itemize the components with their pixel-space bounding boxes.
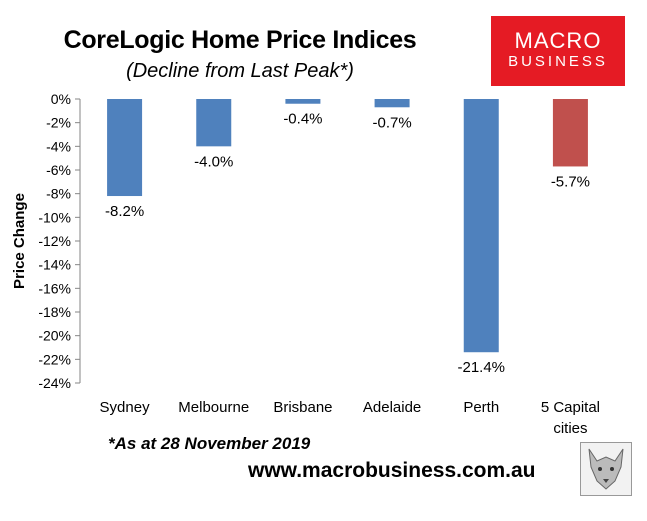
y-tick-label: -20% [38,328,71,344]
website-url: www.macrobusiness.com.au [248,459,536,482]
y-tick-label: 0% [51,91,71,107]
y-tick-label: -14% [38,257,71,273]
category-label: Perth [463,399,499,416]
bar [196,99,232,147]
y-tick-label: -22% [38,351,71,367]
y-tick-label: -6% [46,162,71,178]
y-tick-label: -16% [38,280,71,296]
bar [285,99,321,104]
y-tick-label: -8% [46,186,71,202]
data-label: -8.2% [105,203,144,220]
data-label: -0.4% [283,111,322,128]
y-tick-label: -4% [46,138,71,154]
logo-line-2: BUSINESS [508,53,608,70]
category-label: Adelaide [363,399,421,416]
macrobusiness-logo: MACRO BUSINESS [491,16,625,86]
bar [107,99,143,197]
footnote: *As at 28 November 2019 [108,434,311,453]
category-label: 5 Capital [541,399,600,416]
logo-line-1: MACRO [514,28,602,53]
category-label: Melbourne [178,399,249,416]
data-label: -21.4% [457,359,505,376]
y-tick-label: -18% [38,304,71,320]
y-tick-label: -12% [38,233,71,249]
category-label: Brisbane [273,399,332,416]
data-label: -0.7% [372,114,411,131]
y-tick-label: -10% [38,209,71,225]
y-tick-label: -24% [38,375,71,391]
chart-title: CoreLogic Home Price Indices [63,26,417,54]
y-axis-title: Price Change [11,193,28,289]
y-tick-label: -2% [46,115,71,131]
wolf-icon [580,442,632,496]
data-label: -4.0% [194,153,233,170]
category-label: cities [553,420,587,437]
bar [552,99,588,167]
data-label: -5.7% [551,173,590,190]
chart-subtitle: (Decline from Last Peak*) [126,60,354,82]
bar [374,99,410,108]
bar [463,99,499,353]
category-label: Sydney [100,399,151,416]
